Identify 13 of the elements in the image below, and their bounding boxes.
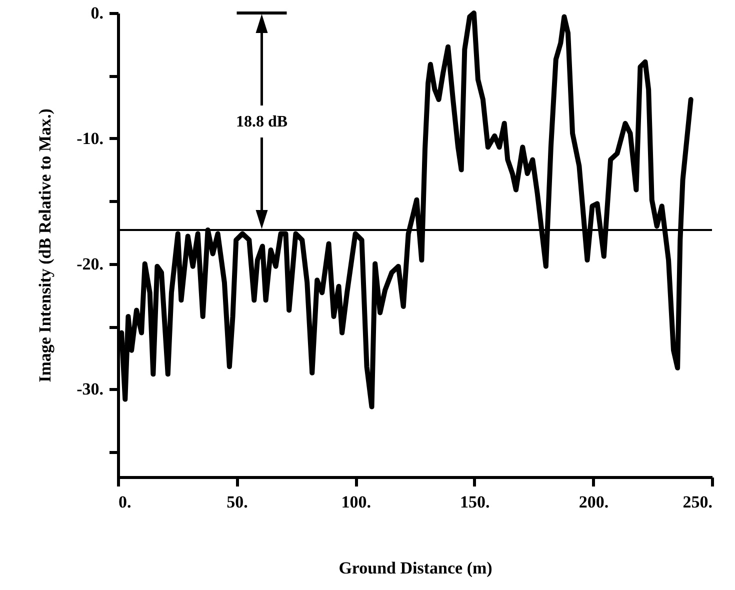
x-tick-label: 150. <box>460 492 490 512</box>
y-axis-title: Image Intensity (dB Relative to Max.) <box>36 108 55 382</box>
annotation: 18.8 dB <box>236 113 288 130</box>
x-axis-title: Ground Distance (m) <box>338 558 492 578</box>
x-tick-label: 200. <box>578 492 609 512</box>
x-tick-label: 100. <box>341 492 371 512</box>
x-tick-label: 0. <box>118 492 132 512</box>
y-tick-label: -20. <box>76 254 104 274</box>
y-tick-label: 0. <box>90 4 104 22</box>
y-tick-label: -10. <box>76 128 104 148</box>
y-tick-label: -30. <box>76 380 104 399</box>
x-tick-label: 250. <box>682 492 712 512</box>
x-tick-label: 50. <box>226 492 248 512</box>
